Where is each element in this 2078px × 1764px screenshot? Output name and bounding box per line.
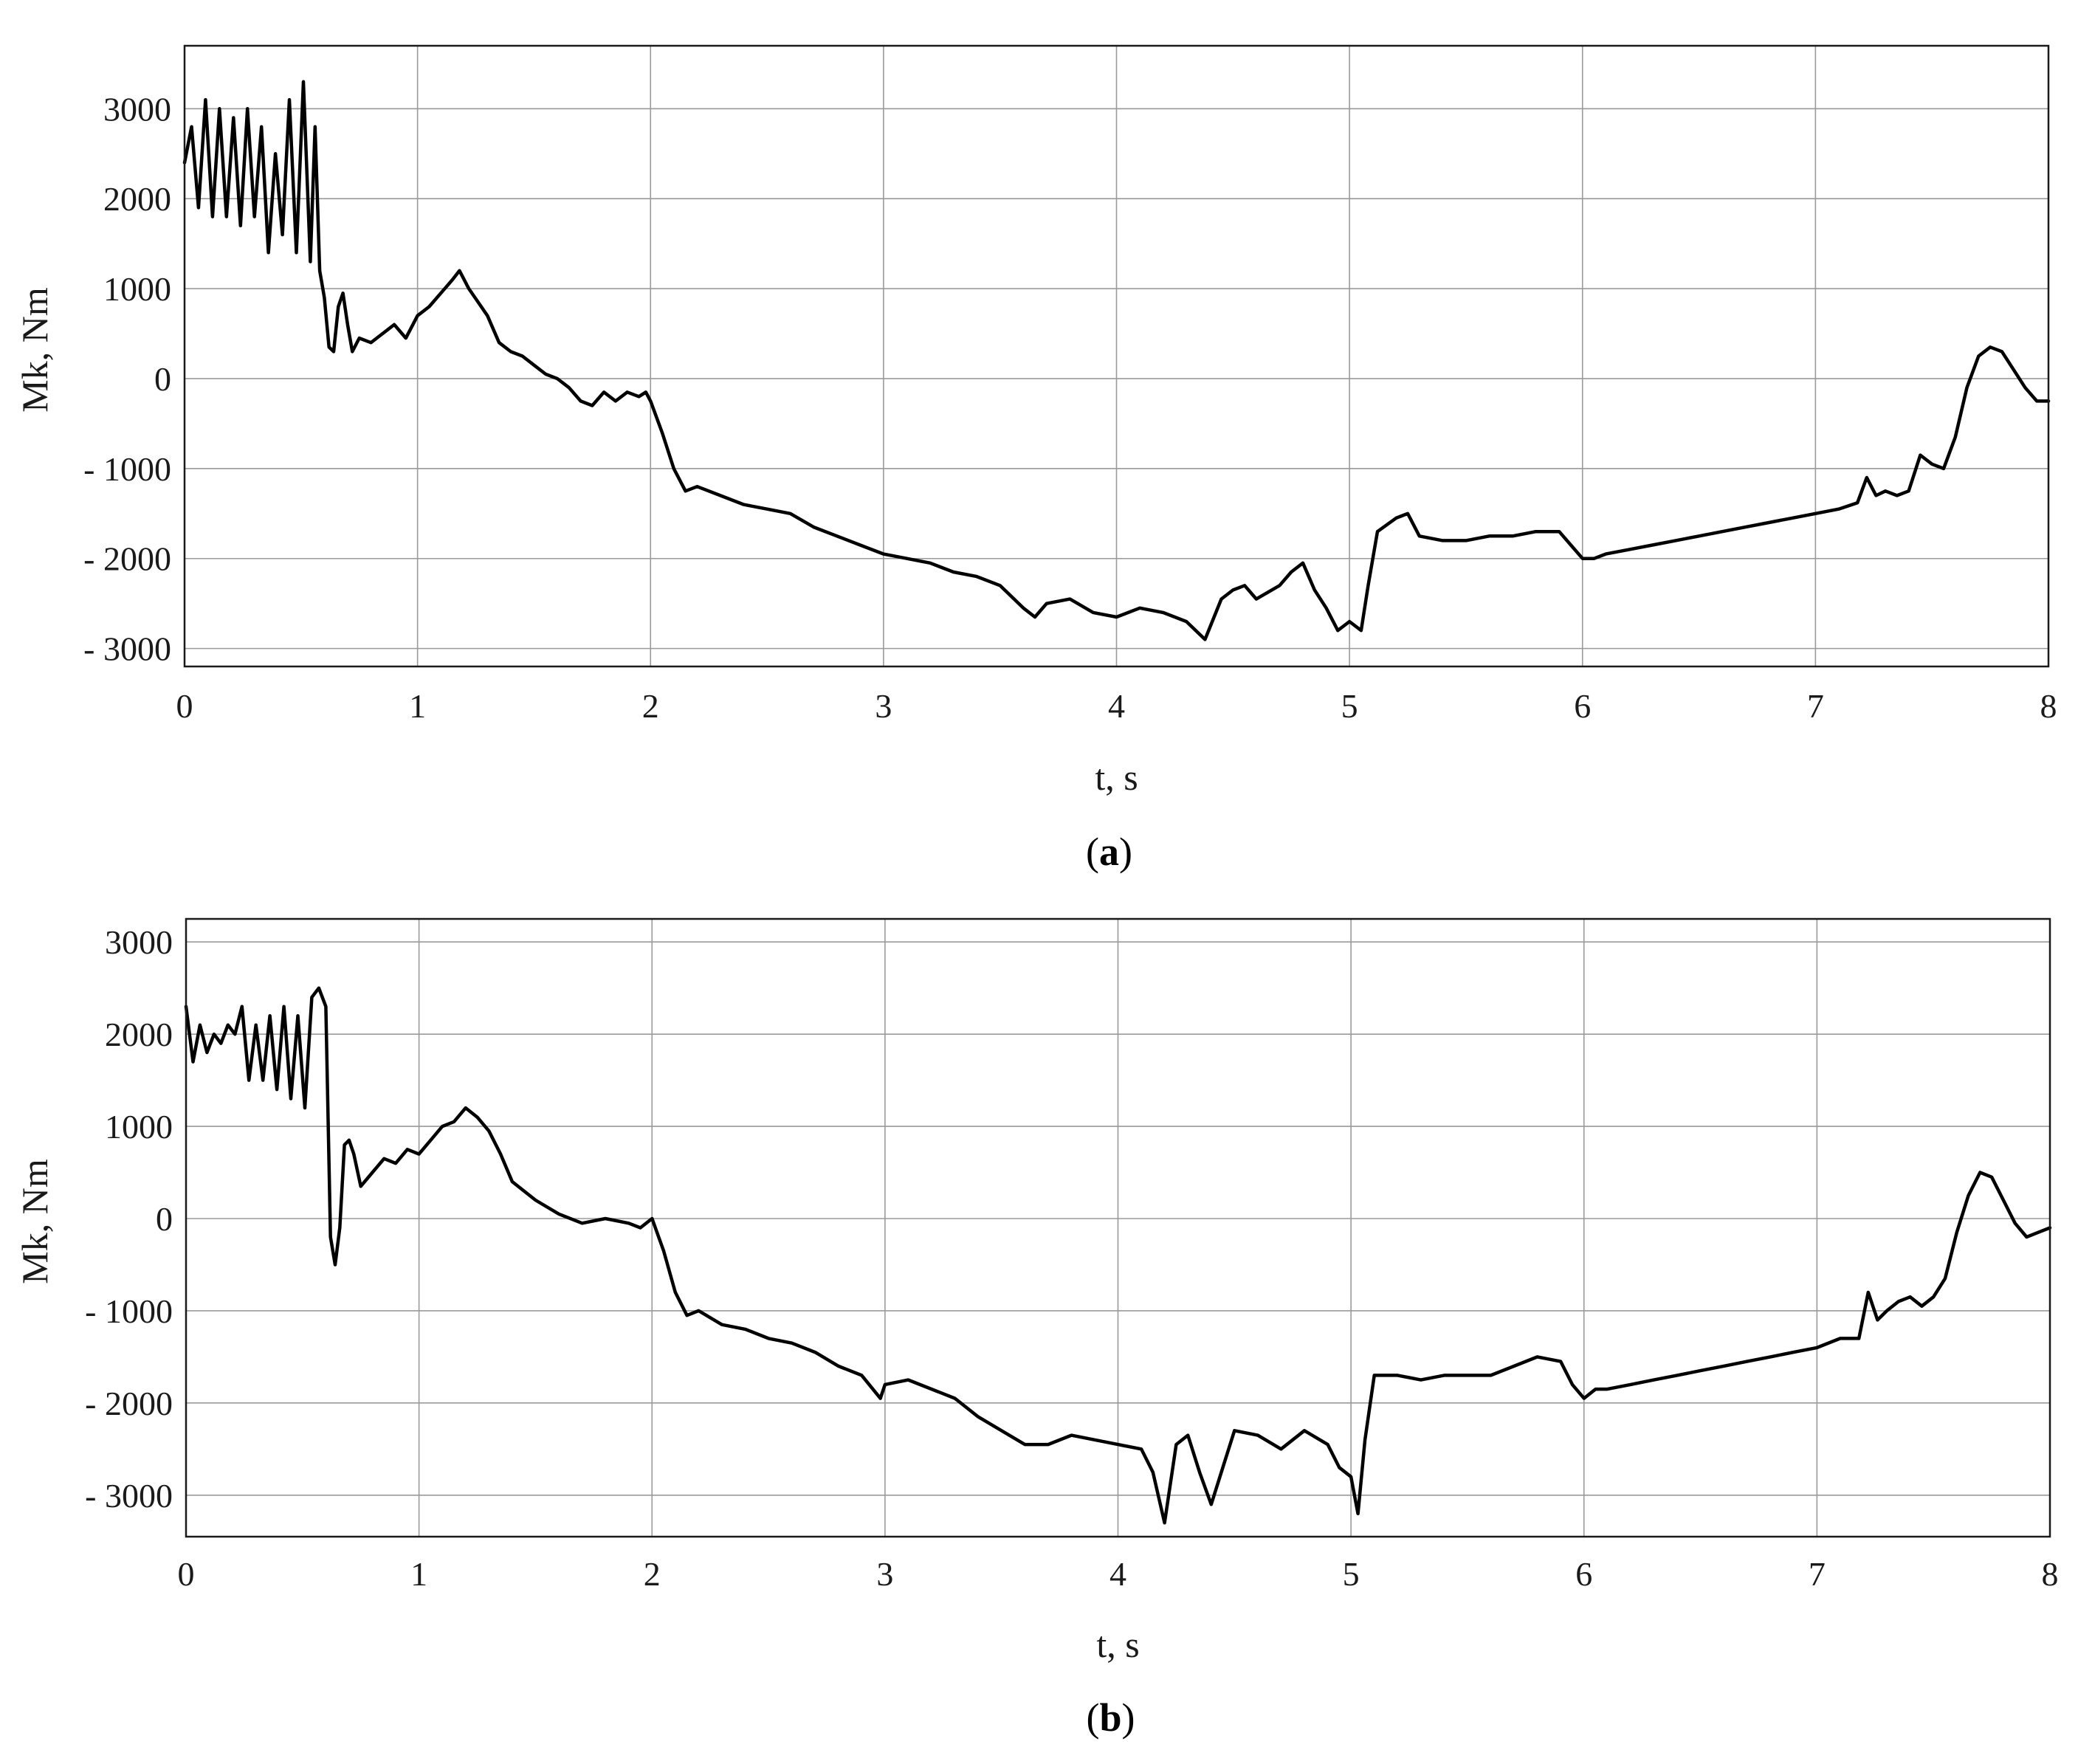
x-tick-label: 2	[642, 687, 659, 725]
x-tick-label: 1	[409, 687, 426, 725]
caption-close-paren: )	[1122, 1695, 1135, 1740]
x-tick-label: 7	[1807, 687, 1824, 725]
y-tick-label: - 3000	[83, 630, 171, 668]
x-tick-label: 6	[1575, 1555, 1592, 1593]
plot-frame	[183, 44, 2050, 668]
x-tick-label: 8	[2040, 687, 2057, 725]
x-tick-label: 5	[1343, 1555, 1360, 1593]
x-tick-label: 4	[1109, 1555, 1126, 1593]
y-tick-label: 1000	[103, 270, 171, 308]
y-axis-title: Mk, Nm	[14, 1159, 55, 1284]
x-axis-title: t, s	[1095, 757, 1138, 798]
y-tick-label: - 3000	[85, 1477, 173, 1515]
x-tick-label: 5	[1341, 687, 1358, 725]
x-tick-label: 0	[176, 687, 193, 725]
x-tick-label: 8	[2042, 1555, 2059, 1593]
y-tick-label: - 1000	[85, 1292, 173, 1330]
panel-caption-a: (a)	[1086, 830, 1132, 874]
y-tick-label: 0	[154, 360, 171, 398]
y-tick-label: - 2000	[85, 1385, 173, 1422]
caption-open-paren: (	[1086, 1695, 1099, 1740]
x-tick-label: 7	[1809, 1555, 1826, 1593]
caption-letter: b	[1099, 1695, 1121, 1740]
caption-open-paren: (	[1086, 830, 1099, 874]
y-tick-label: 1000	[105, 1108, 173, 1145]
panel-caption-b: (b)	[1086, 1695, 1135, 1740]
x-tick-label: 3	[875, 687, 892, 725]
caption-close-paren: )	[1119, 830, 1132, 874]
y-tick-label: 2000	[105, 1016, 173, 1053]
y-tick-label: 3000	[103, 90, 171, 128]
x-tick-label: 2	[644, 1555, 661, 1593]
y-tick-label: 0	[156, 1200, 173, 1238]
x-tick-label: 3	[876, 1555, 893, 1593]
series-line-b	[184, 986, 2052, 1525]
y-axis-title: Mk, Nm	[14, 287, 55, 413]
x-tick-label: 4	[1108, 687, 1125, 725]
caption-letter: a	[1099, 830, 1119, 874]
x-axis-title: t, s	[1096, 1624, 1139, 1665]
y-tick-label: 3000	[105, 923, 173, 961]
plot-frame	[185, 917, 2051, 1538]
series-line-a	[182, 80, 2051, 641]
x-tick-label: 6	[1574, 687, 1591, 725]
y-tick-label: 2000	[103, 180, 171, 218]
chart-panel-b: 3000 2000 1000 0 - 1000 - 2000 - 3000 0 1 2 3 4 5 6 7 8…	[14, 917, 2059, 1740]
y-tick-label: - 1000	[83, 450, 171, 488]
y-tick-label: - 2000	[83, 540, 171, 578]
x-tick-label: 0	[178, 1555, 195, 1593]
x-tick-label: 1	[410, 1555, 427, 1593]
